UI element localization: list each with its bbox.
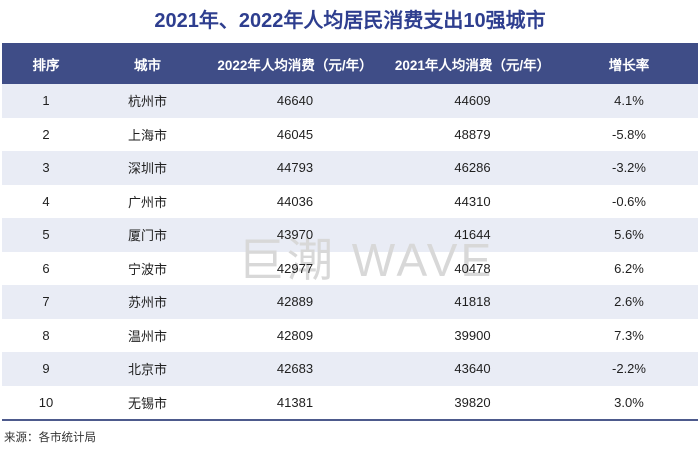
spend-2022-cell: 42889	[276, 294, 314, 310]
table-row: 9 北京市 42683 43640 -2.2%	[2, 352, 698, 386]
rank-cell: 9	[42, 361, 50, 377]
rank-cell: 8	[42, 327, 50, 343]
spend-2021-cell: 43640	[454, 361, 491, 377]
spend-2021-cell: 44310	[454, 193, 491, 209]
page-title: 2021年、2022年人均居民消费支出10强城市	[154, 10, 546, 32]
city-cell: 厦门市	[127, 228, 167, 244]
growth-rate-cell: -2.2%	[612, 361, 646, 377]
spend-2022-cell: 43970	[276, 227, 314, 243]
growth-rate-cell: 5.6%	[614, 227, 644, 243]
spend-2021-cell: 40478	[454, 260, 491, 276]
spend-2021-cell: 41818	[454, 294, 491, 310]
spend-2022-cell: 42809	[276, 327, 314, 343]
growth-rate-cell: 6.2%	[614, 260, 644, 276]
spend-2021-cell: 39900	[454, 327, 491, 343]
rank-cell: 2	[42, 126, 50, 142]
spend-2022-cell: 44036	[276, 193, 314, 209]
city-cell: 宁波市	[127, 261, 167, 277]
growth-rate-cell: 3.0%	[614, 394, 644, 410]
table-row: 1 杭州市 46640 44609 4.1%	[2, 84, 698, 118]
table-row: 6 宁波市 42977 40478 6.2%	[2, 252, 698, 286]
growth-rate-cell: -3.2%	[612, 160, 646, 176]
column-header-2022-spend: 2022年人均消费（元/年）	[217, 57, 373, 73]
city-cell: 深圳市	[127, 161, 167, 177]
spend-2022-cell: 41381	[276, 394, 314, 410]
table-row: 10 无锡市 41381 39820 3.0%	[2, 386, 698, 420]
table-header-row: 排序 城市 2022年人均消费（元/年） 2021年人均消费（元/年） 增长率	[2, 43, 698, 84]
source-note: 来源：各市统计局	[4, 432, 96, 444]
column-header-growth-rate: 增长率	[608, 57, 650, 73]
growth-rate-cell: 2.6%	[614, 294, 644, 310]
spend-2021-cell: 46286	[454, 160, 491, 176]
city-cell: 北京市	[127, 362, 167, 378]
table-row: 8 温州市 42809 39900 7.3%	[2, 319, 698, 353]
spend-2021-cell: 41644	[454, 227, 491, 243]
column-header-rank: 排序	[32, 57, 60, 73]
rank-cell: 3	[42, 160, 50, 176]
table-row: 4 广州市 44036 44310 -0.6%	[2, 185, 698, 219]
table-row: 5 厦门市 43970 41644 5.6%	[2, 218, 698, 252]
city-cell: 上海市	[127, 127, 167, 143]
rank-cell: 4	[42, 193, 50, 209]
spend-2022-cell: 42683	[276, 361, 314, 377]
rank-cell: 7	[42, 294, 50, 310]
rank-cell: 1	[42, 93, 50, 109]
rank-cell: 5	[42, 227, 50, 243]
table-row: 7 苏州市 42889 41818 2.6%	[2, 285, 698, 319]
table-row: 2 上海市 46045 48879 -5.8%	[2, 118, 698, 152]
city-cell: 温州市	[127, 328, 167, 344]
spend-2021-cell: 44609	[454, 93, 491, 109]
spend-2022-cell: 42977	[276, 260, 314, 276]
rank-cell: 6	[42, 260, 50, 276]
table-body: 巨潮 WAVE 1 杭州市 46640 44609 4.1% 2 上海市 46045 48879…	[2, 84, 698, 421]
growth-rate-cell: 4.1%	[614, 93, 644, 109]
column-header-city: 城市	[134, 57, 161, 73]
spend-2022-cell: 46640	[276, 93, 314, 109]
city-cell: 广州市	[127, 194, 167, 210]
growth-rate-cell: -5.8%	[612, 126, 646, 142]
spend-2021-cell: 39820	[454, 394, 491, 410]
spend-2022-cell: 44793	[276, 160, 314, 176]
spend-2021-cell: 48879	[454, 126, 491, 142]
spend-2022-cell: 46045	[276, 126, 314, 142]
consumption-table: 排序 城市 2022年人均消费（元/年） 2021年人均消费（元/年） 增长率 …	[2, 43, 698, 421]
city-cell: 无锡市	[127, 395, 167, 411]
city-cell: 苏州市	[127, 295, 167, 311]
growth-rate-cell: 7.3%	[614, 327, 644, 343]
rank-cell: 10	[38, 394, 54, 410]
table-row: 3 深圳市 44793 46286 -3.2%	[2, 151, 698, 185]
city-cell: 杭州市	[127, 94, 167, 110]
column-header-2021-spend: 2021年人均消费（元/年）	[394, 57, 551, 73]
growth-rate-cell: -0.6%	[612, 193, 646, 209]
